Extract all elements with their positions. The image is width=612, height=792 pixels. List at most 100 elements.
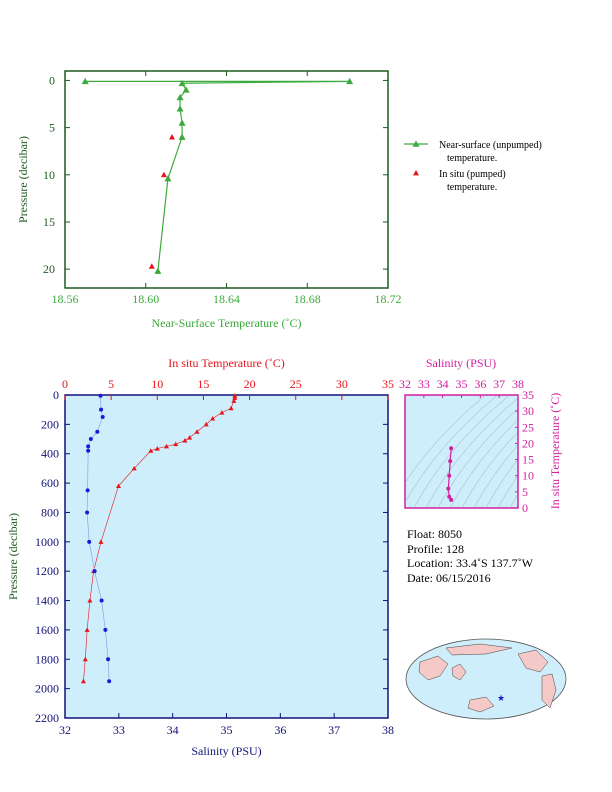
temperature-point (87, 598, 93, 603)
temp-tick-label: 20 (244, 377, 256, 391)
top-plot-frame (64, 70, 389, 289)
ts-plot-frame (404, 394, 519, 509)
temp-tick-label: 0 (62, 377, 68, 391)
unpumped-point (178, 79, 186, 87)
pressure-tick-label: 1600 (35, 623, 59, 637)
top-x-axis-label: Near-Surface Temperature (˚C) (152, 316, 302, 330)
float-info: Float: 8050 Profile: 128 Location: 33.4˚… (407, 527, 533, 585)
pumped-point (168, 134, 175, 140)
world-map: ★ (405, 638, 567, 720)
top-x-tick-label: 18.56 (52, 292, 79, 306)
temperature-point (194, 429, 200, 434)
salinity-point (87, 539, 92, 544)
density-contour (413, 395, 510, 508)
temp-tick-label: 15 (197, 377, 209, 391)
pressure-tick-label: 600 (41, 476, 59, 490)
temperature-point (154, 446, 160, 451)
temperature-point (187, 435, 193, 440)
float-location-marker: ★ (497, 693, 505, 703)
temperature-point (173, 441, 179, 447)
salinity-tick-label: 38 (382, 723, 394, 737)
salinity-point (107, 679, 112, 684)
unpumped-point (178, 119, 186, 126)
pressure-tick-label: 1000 (35, 535, 59, 549)
temperature-point (231, 398, 237, 403)
density-contours (405, 395, 518, 508)
ts-y-axis-label: In situ Temperature (˚C) (548, 393, 562, 510)
pressure-tick-label: 1800 (35, 652, 59, 666)
unpumped-point (164, 175, 172, 182)
salinity-tick-label: 35 (221, 723, 233, 737)
top-x-tick-label: 18.72 (375, 292, 402, 306)
top-x-tick-label: 18.68 (294, 292, 321, 306)
salinity-point (88, 437, 93, 442)
ts-y-tick-label: 30 (522, 404, 534, 418)
temperature-point (228, 405, 234, 411)
unpumped-point (182, 86, 190, 93)
salinity-point (98, 393, 103, 398)
temperature-point (203, 421, 209, 427)
salinity-point (86, 448, 91, 453)
temperature-point (232, 395, 238, 400)
map-landmass (517, 649, 549, 673)
salinity-point (85, 488, 90, 493)
legend-pumped-label: In situ (pumped) (439, 169, 506, 180)
profile-y-axis-label: Pressure (decibar) (6, 513, 20, 600)
density-contour (449, 419, 518, 508)
density-contour (405, 395, 498, 504)
top-y-axis-label: Pressure (decibar) (16, 136, 30, 223)
map-landmass (451, 663, 467, 681)
temperature-axis-label: In situ Temperature (˚C) (168, 356, 285, 370)
salinity-point (85, 510, 90, 515)
density-contour (437, 408, 518, 508)
ts-x-tick-label: 36 (474, 377, 486, 391)
temperature-point (80, 678, 86, 684)
top-y-tick-label: 10 (43, 168, 55, 182)
top-x-tick-label: 18.60 (132, 292, 159, 306)
temperature-point (98, 539, 104, 544)
ts-x-tick-label: 32 (399, 377, 411, 391)
ts-x-axis-label: Salinity (PSU) (426, 356, 496, 370)
salinity-axis-label: Salinity (PSU) (191, 744, 261, 758)
density-contour (425, 397, 518, 508)
top-y-tick-label: 0 (49, 73, 55, 87)
ts-y-tick-label: 15 (522, 453, 534, 467)
density-contour (509, 493, 518, 508)
ts-point (447, 473, 452, 478)
ts-point (449, 497, 454, 502)
density-contour (473, 444, 518, 508)
temperature-profile-line (83, 395, 236, 682)
density-contour (497, 475, 518, 508)
top-x-tick-label: 18.64 (213, 292, 240, 306)
ts-y-tick-label: 10 (522, 469, 534, 483)
ts-y-tick-label: 25 (522, 420, 534, 434)
temperature-point (82, 656, 88, 662)
pressure-tick-label: 800 (41, 505, 59, 519)
temperature-point (210, 415, 216, 421)
density-contour (405, 395, 486, 484)
map-landmass (445, 643, 513, 656)
salinity-tick-label: 37 (328, 723, 340, 737)
top-y-tick-label: 5 (49, 121, 55, 135)
ts-x-tick-label: 35 (456, 377, 468, 391)
pumped-point (148, 263, 155, 269)
unpumped-point (176, 93, 184, 101)
map-landmass (467, 696, 495, 713)
map-landmass (541, 673, 557, 709)
unpumped-point (81, 77, 89, 85)
pressure-tick-label: 0 (53, 388, 59, 402)
unpumped-point (346, 77, 354, 85)
ts-y-tick-label: 35 (522, 388, 534, 402)
legend-unpumped-label-2: temperature. (447, 153, 497, 164)
temp-tick-label: 25 (290, 377, 302, 391)
density-contour (461, 431, 518, 508)
temp-tick-label: 35 (382, 377, 394, 391)
top-y-tick-label: 15 (43, 215, 55, 229)
salinity-point (103, 627, 108, 632)
temp-tick-label: 30 (336, 377, 348, 391)
pressure-tick-label: 1200 (35, 564, 59, 578)
ts-y-tick-label: 0 (522, 501, 528, 515)
profile-number: Profile: 128 (407, 541, 464, 556)
temperature-point (182, 438, 188, 443)
